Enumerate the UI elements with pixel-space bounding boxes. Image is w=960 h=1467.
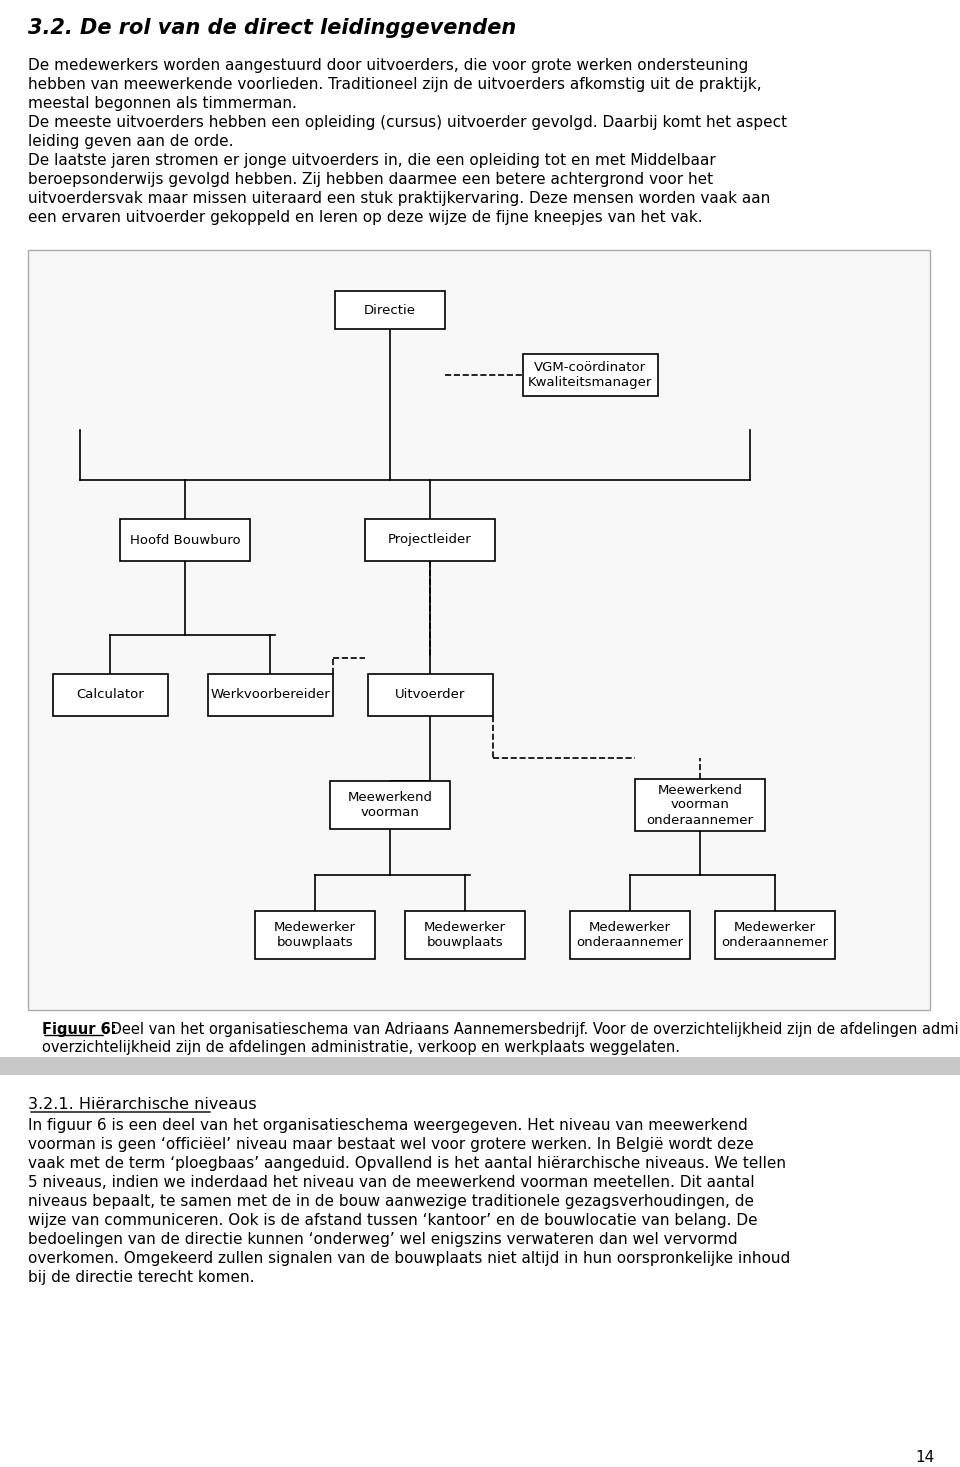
Bar (207, 673, 332, 716)
Bar (365, 519, 495, 560)
Bar (635, 779, 765, 830)
Text: Medewerker
onderaannemer: Medewerker onderaannemer (577, 921, 684, 949)
Text: 3.2. De rol van de direct leidinggevenden: 3.2. De rol van de direct leidinggevende… (28, 18, 516, 38)
Text: Hoofd Bouwburo: Hoofd Bouwburo (130, 534, 240, 547)
Text: vaak met de term ‘ploegbaas’ aangeduid. Opvallend is het aantal hiërarchische ni: vaak met de term ‘ploegbaas’ aangeduid. … (28, 1156, 786, 1171)
Text: bij de directie terecht komen.: bij de directie terecht komen. (28, 1270, 254, 1285)
Bar (0, 1058, 960, 1075)
Bar (120, 519, 250, 560)
Text: overkomen. Omgekeerd zullen signalen van de bouwplaats niet altijd in hun oorspr: overkomen. Omgekeerd zullen signalen van… (28, 1251, 790, 1266)
Text: Uitvoerder: Uitvoerder (395, 688, 466, 701)
Bar (368, 673, 492, 716)
Text: Medewerker
onderaannemer: Medewerker onderaannemer (722, 921, 828, 949)
Text: voorman is geen ‘officiëel’ niveau maar bestaat wel voor grotere werken. In Belg: voorman is geen ‘officiëel’ niveau maar … (28, 1137, 754, 1152)
Text: bedoelingen van de directie kunnen ‘onderweg’ wel enigszins verwateren dan wel v: bedoelingen van de directie kunnen ‘onde… (28, 1232, 737, 1247)
Text: beroepsonderwijs gevolgd hebben. Zij hebben daarmee een betere achtergrond voor : beroepsonderwijs gevolgd hebben. Zij heb… (28, 172, 713, 186)
Text: VGM-coördinator
Kwaliteitsmanager: VGM-coördinator Kwaliteitsmanager (528, 361, 652, 389)
Bar (570, 911, 690, 959)
Bar (405, 911, 525, 959)
Text: De medewerkers worden aangestuurd door uitvoerders, die voor grote werken onders: De medewerkers worden aangestuurd door u… (28, 59, 748, 73)
Text: Projectleider: Projectleider (388, 534, 472, 547)
Text: Medewerker
bouwplaats: Medewerker bouwplaats (424, 921, 506, 949)
Bar (715, 911, 835, 959)
Bar (522, 354, 658, 396)
Text: Meewerkend
voorman
onderaannemer: Meewerkend voorman onderaannemer (646, 783, 754, 826)
Text: 3.2.1. Hiërarchische niveaus: 3.2.1. Hiërarchische niveaus (28, 1097, 256, 1112)
Text: niveaus bepaalt, te samen met de in de bouw aanwezige traditionele gezagsverhoud: niveaus bepaalt, te samen met de in de b… (28, 1194, 754, 1209)
Bar (335, 290, 445, 329)
Text: Medewerker
bouwplaats: Medewerker bouwplaats (274, 921, 356, 949)
Text: 5 niveaus, indien we inderdaad het niveau van de meewerkend voorman meetellen. D: 5 niveaus, indien we inderdaad het nivea… (28, 1175, 755, 1190)
Text: Werkvoorbereider: Werkvoorbereider (210, 688, 330, 701)
Text: Calculator: Calculator (76, 688, 144, 701)
Text: wijze van communiceren. Ook is de afstand tussen ‘kantoor’ en de bouwlocatie van: wijze van communiceren. Ook is de afstan… (28, 1213, 757, 1228)
Bar (330, 780, 450, 829)
Text: Meewerkend
voorman: Meewerkend voorman (348, 791, 433, 819)
Text: Deel van het organisatieschema van Adriaans Aannemersbedrijf. Voor de overzichte: Deel van het organisatieschema van Adria… (106, 1022, 960, 1037)
Text: meestal begonnen als timmerman.: meestal begonnen als timmerman. (28, 95, 297, 111)
Text: De laatste jaren stromen er jonge uitvoerders in, die een opleiding tot en met M: De laatste jaren stromen er jonge uitvoe… (28, 153, 716, 169)
Text: uitvoerdersvak maar missen uiteraard een stuk praktijkervaring. Deze mensen word: uitvoerdersvak maar missen uiteraard een… (28, 191, 770, 205)
Bar (28, 249, 930, 1009)
Text: overzichtelijkheid zijn de afdelingen administratie, verkoop en werkplaats wegge: overzichtelijkheid zijn de afdelingen ad… (42, 1040, 680, 1055)
Text: een ervaren uitvoerder gekoppeld en leren op deze wijze de fijne kneepjes van he: een ervaren uitvoerder gekoppeld en lere… (28, 210, 703, 224)
Text: Figuur 6:: Figuur 6: (42, 1022, 116, 1037)
Text: In figuur 6 is een deel van het organisatieschema weergegeven. Het niveau van me: In figuur 6 is een deel van het organisa… (28, 1118, 748, 1133)
Text: 14: 14 (916, 1449, 935, 1466)
Text: Directie: Directie (364, 304, 416, 317)
Text: hebben van meewerkende voorlieden. Traditioneel zijn de uitvoerders afkomstig ui: hebben van meewerkende voorlieden. Tradi… (28, 76, 761, 92)
Bar (255, 911, 375, 959)
Text: De meeste uitvoerders hebben een opleiding (cursus) uitvoerder gevolgd. Daarbij : De meeste uitvoerders hebben een opleidi… (28, 114, 787, 131)
Bar (53, 673, 167, 716)
Text: leiding geven aan de orde.: leiding geven aan de orde. (28, 133, 233, 150)
